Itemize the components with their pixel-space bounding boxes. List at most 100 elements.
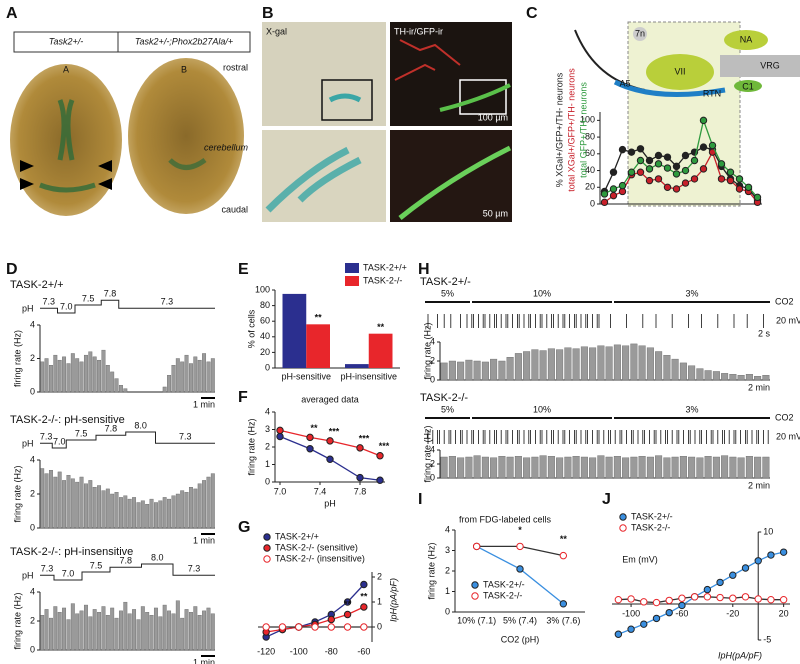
bar: [188, 363, 193, 393]
bar: [696, 457, 704, 479]
legend-swatch: [345, 276, 359, 286]
bar: [140, 606, 145, 651]
point: [376, 452, 384, 460]
point: [690, 175, 699, 183]
y-tick-label: 4: [430, 336, 435, 346]
bar: [62, 356, 67, 393]
protocol-value: 5%: [441, 288, 454, 298]
bar: [655, 351, 663, 381]
scale-bar: 50 µm: [483, 208, 508, 218]
bar: [688, 365, 696, 381]
bar: [92, 487, 97, 529]
bar: [448, 456, 456, 479]
stain: [328, 93, 362, 103]
point: [729, 594, 737, 602]
y-tick-label: 20: [260, 347, 270, 357]
co2-label: CO2: [775, 412, 794, 422]
point: [690, 593, 699, 601]
bar: [556, 457, 564, 479]
y-tick-label: 80: [585, 131, 595, 141]
axis-label: firing rate (Hz): [422, 425, 432, 482]
bar: [754, 456, 762, 479]
bar: [202, 353, 207, 393]
bar: [679, 362, 687, 381]
y-tick-label: 4: [30, 586, 35, 596]
point: [516, 565, 524, 573]
legend-swatch: [345, 263, 359, 273]
bar: [123, 388, 128, 393]
bar: [210, 473, 215, 529]
bar: [448, 360, 456, 381]
y-tick-label: 2: [265, 441, 270, 451]
bar: [729, 374, 737, 381]
bar: [92, 609, 97, 651]
stain: [168, 157, 207, 170]
protocol-value: 7.8: [104, 289, 117, 299]
bar: [127, 498, 132, 529]
bar: [613, 344, 621, 381]
bar: [167, 375, 172, 393]
bar: [158, 500, 163, 529]
x-tick-label: -20: [726, 608, 739, 618]
bar: [118, 610, 123, 651]
protocol-value: 7.8: [105, 424, 118, 434]
protocol-value: 7.3: [40, 432, 53, 442]
bar: [97, 612, 102, 651]
bar: [53, 476, 58, 529]
y-tick-label: 0: [30, 644, 35, 654]
chart-title: TASK-2+/-: [420, 276, 471, 288]
legend-swatch: [263, 555, 271, 563]
legend-swatch: [619, 513, 627, 521]
bar: [663, 355, 671, 381]
point: [609, 185, 618, 193]
protocol-value: 7.3: [42, 297, 55, 307]
bar: [197, 483, 202, 529]
bar: [523, 351, 531, 381]
scale-label: 2 min: [748, 480, 770, 490]
region-label: 7n: [635, 28, 645, 38]
point: [672, 185, 681, 193]
bar: [44, 609, 49, 651]
bar: [605, 456, 613, 479]
bar: [180, 361, 185, 393]
bar: [368, 333, 393, 368]
y-tick-label: -5: [763, 634, 771, 644]
scale-label: 2 s: [758, 328, 771, 338]
bar: [62, 480, 67, 529]
stain: [398, 145, 512, 220]
genotype: Task2+/-: [49, 36, 83, 46]
bar: [646, 347, 654, 381]
bar: [70, 478, 75, 529]
orientation: rostral: [223, 62, 248, 72]
protocol-trace: [40, 431, 215, 449]
bar: [514, 353, 522, 381]
brain-image: [10, 64, 122, 216]
point: [360, 603, 368, 611]
point: [640, 620, 648, 628]
point: [741, 564, 750, 572]
bar: [114, 492, 119, 529]
annotation: ***: [379, 441, 390, 451]
bar: [531, 456, 539, 479]
bar: [105, 365, 110, 393]
protocol-value: 7.5: [82, 293, 95, 303]
point: [618, 181, 627, 190]
bar: [184, 609, 189, 651]
point: [754, 557, 762, 565]
region: [724, 30, 768, 50]
point: [627, 625, 635, 633]
point: [327, 615, 335, 624]
bar: [737, 375, 745, 381]
point: [356, 473, 364, 482]
point: [559, 551, 568, 560]
protocol-value: 7.5: [75, 428, 88, 438]
bar: [440, 362, 448, 381]
bar: [638, 456, 646, 479]
legend-label: TASK-2+/-: [483, 579, 525, 589]
bar: [57, 471, 62, 529]
annotation: **: [360, 591, 368, 601]
point: [663, 153, 672, 161]
legend-swatch: [263, 544, 271, 552]
bar: [712, 456, 720, 479]
